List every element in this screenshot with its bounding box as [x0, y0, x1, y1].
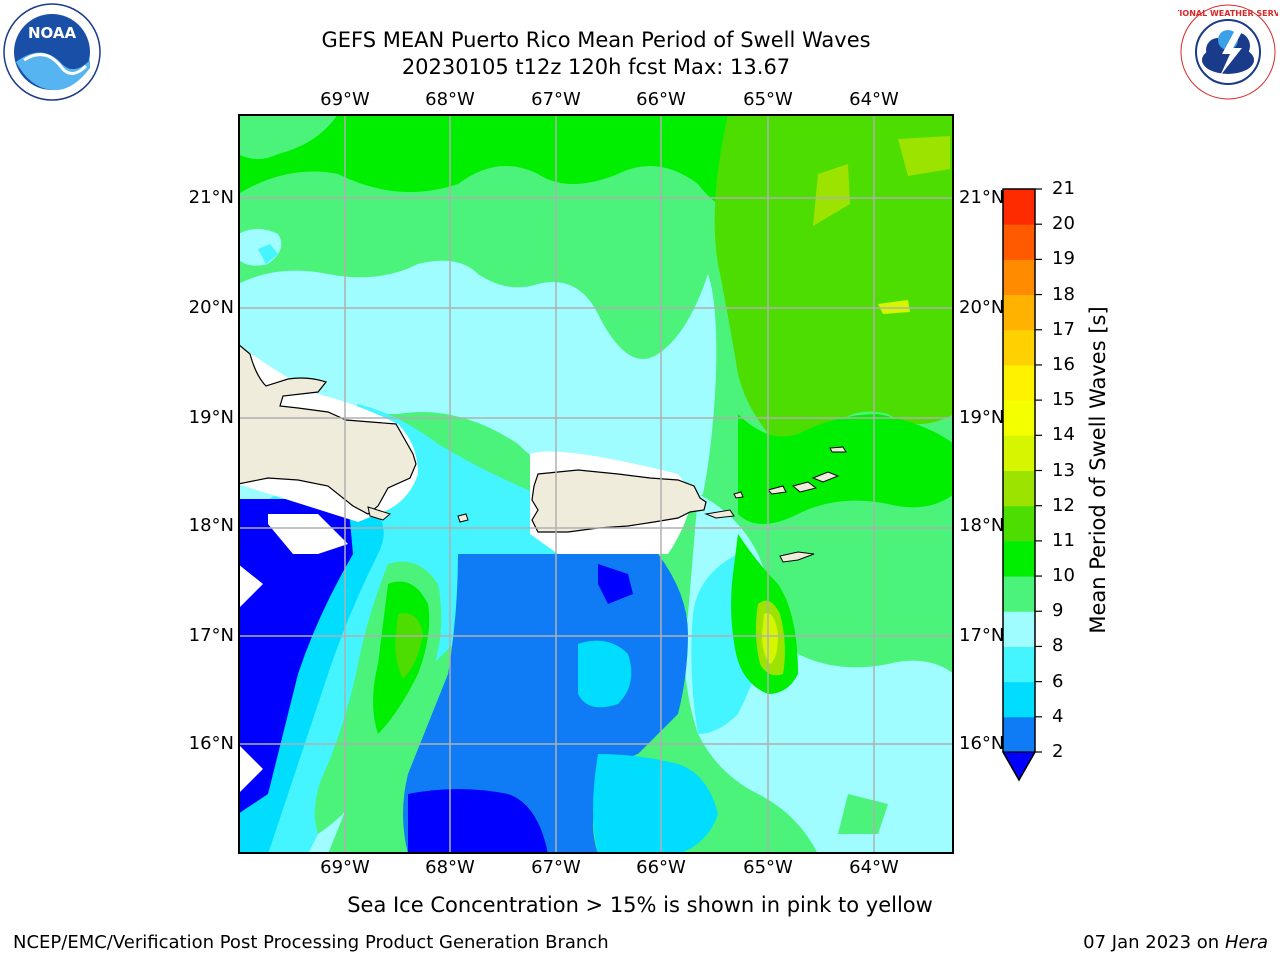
- swell-period-map: [238, 114, 954, 854]
- band-2-4s-south-central: [403, 554, 688, 854]
- lat-tick-left: 21°N: [188, 187, 234, 208]
- svg-text:NOAA: NOAA: [28, 24, 77, 42]
- lat-tick-left: 17°N: [188, 625, 234, 646]
- lon-tick-bottom: 65°W: [743, 857, 793, 878]
- lon-tick-bottom: 66°W: [636, 857, 686, 878]
- lat-tick-right: 19°N: [959, 407, 1005, 428]
- colorbar-tick-label: 6: [1052, 670, 1064, 692]
- lon-tick-top: 68°W: [425, 89, 475, 110]
- colorbar-tick-label: 20: [1052, 213, 1075, 235]
- lat-tick-left: 19°N: [188, 407, 234, 428]
- graticule: [238, 114, 954, 854]
- colorbar-tick-label: 14: [1052, 424, 1075, 446]
- colorbar-tick-label: 11: [1052, 529, 1075, 551]
- colorbar-swatch: [1003, 224, 1035, 260]
- lat-tick-right: 20°N: [959, 297, 1005, 318]
- forecast-subtitle: 20230105 t12z 120h fcst Max: 13.67: [401, 55, 791, 79]
- lon-tick-bottom: 68°W: [425, 857, 475, 878]
- colorbar-swatch: [1003, 259, 1035, 296]
- colorbar-swatch: [1003, 470, 1035, 507]
- colorbar-tick-label: 17: [1052, 318, 1075, 340]
- colorbar-extend-arrow: [1001, 751, 1037, 782]
- lat-tick-right: 21°N: [959, 187, 1005, 208]
- producer-credit: NCEP/EMC/Verification Post Processing Pr…: [13, 932, 609, 953]
- lat-tick-right: 18°N: [959, 515, 1005, 536]
- colorbar-swatch: [1003, 329, 1035, 366]
- colorbar-tick-label: 16: [1052, 353, 1075, 375]
- lat-tick-right: 17°N: [959, 625, 1005, 646]
- colorbar-tick-label: 13: [1052, 459, 1075, 481]
- lon-tick-top: 67°W: [531, 89, 581, 110]
- colorbar-tick-label: 2: [1052, 741, 1064, 762]
- sea-ice-note: Sea Ice Concentration > 15% is shown in …: [347, 893, 933, 917]
- colorbar-swatch: [1003, 294, 1035, 331]
- colorbar-swatch: [1003, 681, 1035, 718]
- colorbar-tick-label: 10: [1052, 565, 1075, 587]
- band-8-9s-central: [238, 260, 717, 504]
- lat-tick-left: 20°N: [188, 297, 234, 318]
- colorbar-swatch: [1003, 716, 1035, 753]
- lon-tick-top: 65°W: [743, 89, 793, 110]
- lon-tick-top: 69°W: [320, 89, 370, 110]
- colorbar-swatch: [1003, 505, 1035, 542]
- svg-text:NATIONAL WEATHER SERVICE: NATIONAL WEATHER SERVICE: [1178, 9, 1278, 18]
- colorbar-tick-label: 9: [1052, 600, 1064, 622]
- host-name: Hera: [1224, 932, 1268, 953]
- lon-tick-top: 64°W: [849, 89, 899, 110]
- colorbar-swatch: [1003, 646, 1035, 683]
- band-below-2s-west: [238, 499, 353, 814]
- colorbar-frame: [1002, 188, 1036, 782]
- lat-tick-left: 18°N: [188, 515, 234, 536]
- colorbar-swatch: [1003, 576, 1035, 612]
- colorbar-tick-label: 8: [1052, 635, 1064, 657]
- lon-tick-bottom: 64°W: [849, 857, 899, 878]
- lon-tick-top: 66°W: [636, 89, 686, 110]
- puerto-rico-land: [531, 469, 707, 533]
- lat-tick-left: 16°N: [188, 733, 234, 754]
- colorbar-tick-label: 19: [1052, 248, 1075, 270]
- colorbar-tick-label: 21: [1052, 178, 1075, 199]
- colorbar-swatch: [1003, 364, 1035, 401]
- colorbar-swatch: [1003, 435, 1035, 471]
- generation-date: 07 Jan 2023 on Hera: [1083, 933, 1268, 953]
- page-title: GEFS MEAN Puerto Rico Mean Period of Swe…: [321, 28, 871, 52]
- lon-tick-bottom: 67°W: [531, 857, 581, 878]
- colorbar-tick-label: 18: [1052, 283, 1075, 305]
- noaa-logo: NOAA: [3, 3, 101, 101]
- colorbar-swatch: [1003, 400, 1035, 436]
- map-frame: [238, 114, 954, 854]
- colorbar: [1001, 188, 1042, 782]
- lat-tick-right: 16°N: [959, 733, 1005, 754]
- generation-date-text: 07 Jan 2023 on: [1083, 932, 1220, 953]
- hispaniola-land: [238, 343, 417, 515]
- colorbar-swatch: [1003, 189, 1035, 225]
- colorbar-tick-label: 12: [1052, 494, 1075, 516]
- lon-tick-bottom: 69°W: [320, 857, 370, 878]
- nws-logo: NATIONAL WEATHER SERVICE: [1178, 4, 1278, 100]
- colorbar-swatch: [1003, 611, 1035, 647]
- colorbar-tick-label: 4: [1052, 705, 1064, 727]
- colorbar-tick-label: 15: [1052, 389, 1075, 411]
- colorbar-swatch: [1003, 540, 1035, 577]
